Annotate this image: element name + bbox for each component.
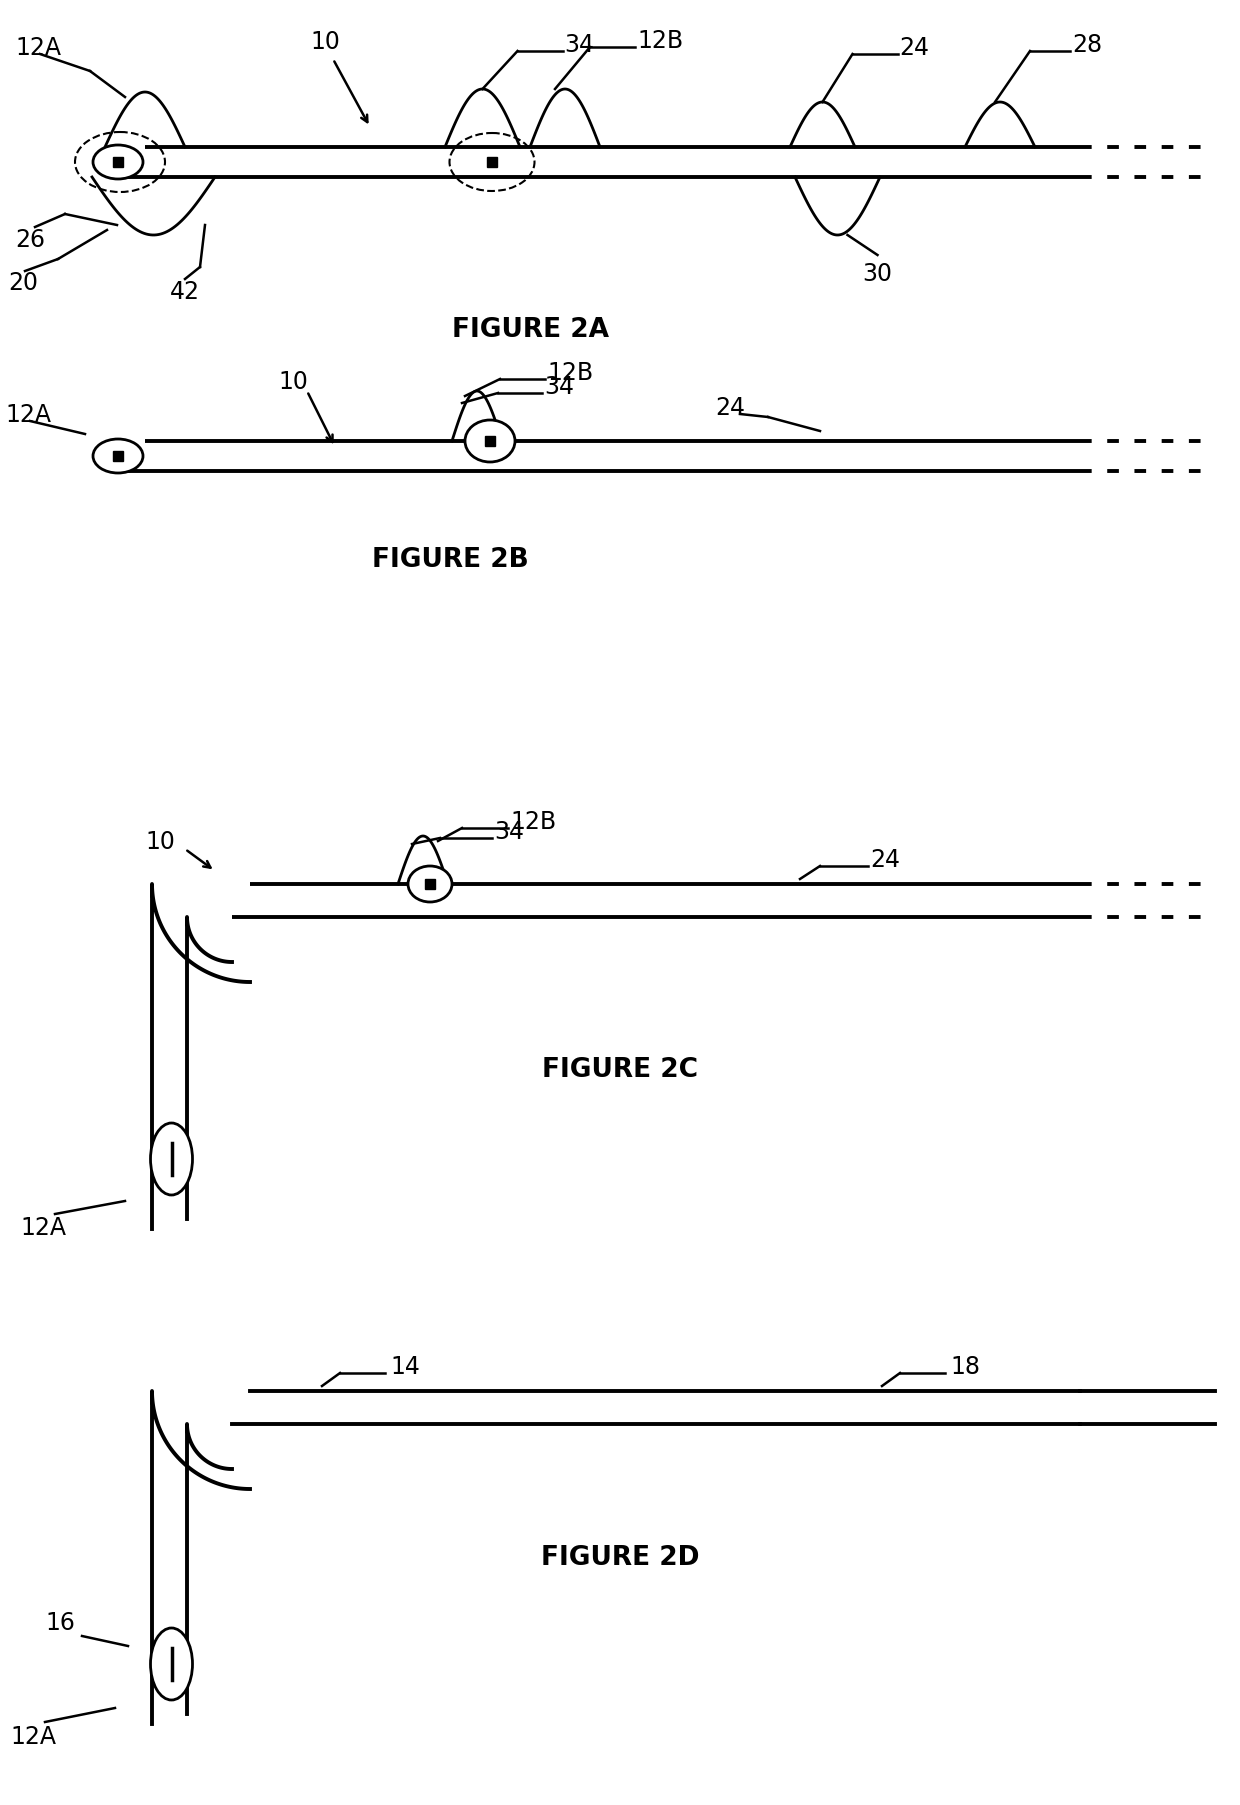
Ellipse shape [93,440,143,473]
Text: 34: 34 [564,32,594,58]
Text: 24: 24 [899,36,930,60]
Text: 12A: 12A [15,36,61,60]
Text: FIGURE 2C: FIGURE 2C [542,1056,698,1083]
Ellipse shape [93,146,143,181]
Bar [425,879,435,890]
Text: 24: 24 [870,848,900,872]
Bar [113,451,123,462]
Ellipse shape [150,1123,192,1195]
Ellipse shape [465,421,515,462]
Text: 12A: 12A [5,403,51,426]
Text: 18: 18 [950,1354,980,1379]
Text: 10: 10 [310,31,340,54]
Text: 12B: 12B [637,29,683,52]
Bar [113,157,123,168]
Ellipse shape [408,866,453,902]
Text: 24: 24 [715,395,745,421]
Text: 30: 30 [863,262,893,285]
Text: FIGURE 2A: FIGURE 2A [451,318,609,343]
Text: 34: 34 [494,819,525,843]
Text: 12B: 12B [547,361,593,384]
Text: 12A: 12A [20,1215,66,1240]
Text: 34: 34 [544,375,574,399]
Bar [487,157,497,168]
Text: 10: 10 [145,830,175,854]
Text: FIGURE 2B: FIGURE 2B [372,547,528,572]
Text: 28: 28 [1073,32,1102,58]
Text: 20: 20 [7,271,38,294]
Text: 12A: 12A [10,1724,56,1747]
Text: 26: 26 [15,227,45,253]
Text: 10: 10 [278,370,308,393]
Text: 14: 14 [391,1354,420,1379]
Text: 42: 42 [170,280,200,303]
Bar [485,437,495,448]
Ellipse shape [150,1628,192,1700]
Text: 12B: 12B [510,810,556,834]
Text: 16: 16 [45,1610,74,1634]
Text: FIGURE 2D: FIGURE 2D [541,1543,699,1570]
